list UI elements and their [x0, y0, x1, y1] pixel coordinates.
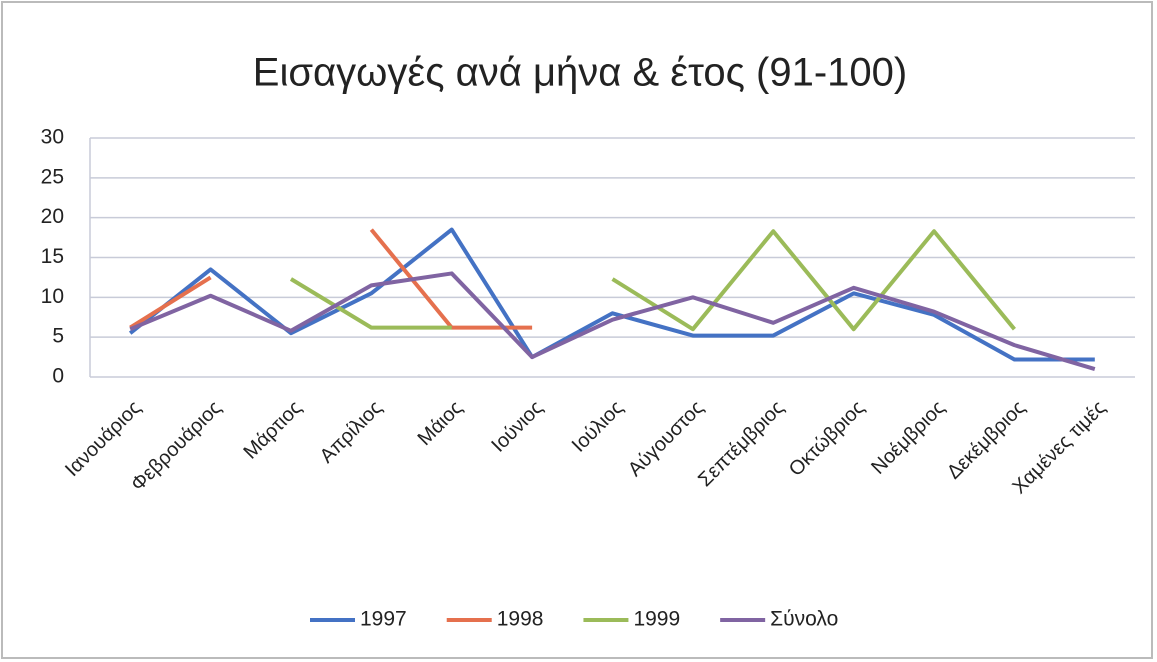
legend-label: 1997: [360, 608, 407, 631]
y-tick-label: 25: [41, 165, 64, 188]
series-line: [129, 271, 1096, 371]
series-line: [128, 227, 1095, 362]
y-tick-label: 0: [52, 365, 64, 388]
y-tick-label: 5: [52, 325, 64, 348]
legend-label: 1999: [633, 608, 680, 631]
y-tick-label: 20: [41, 205, 64, 228]
y-tick-label: 30: [41, 126, 64, 149]
legend-label: Σύνολο: [770, 608, 838, 631]
y-tick-label: 15: [41, 245, 64, 268]
y-tick-label: 10: [41, 285, 64, 308]
series-line: [289, 229, 1016, 332]
chart-title: Εισαγωγές ανά μήνα & έτος (91-100): [253, 51, 907, 95]
legend-label: 1998: [497, 608, 544, 631]
